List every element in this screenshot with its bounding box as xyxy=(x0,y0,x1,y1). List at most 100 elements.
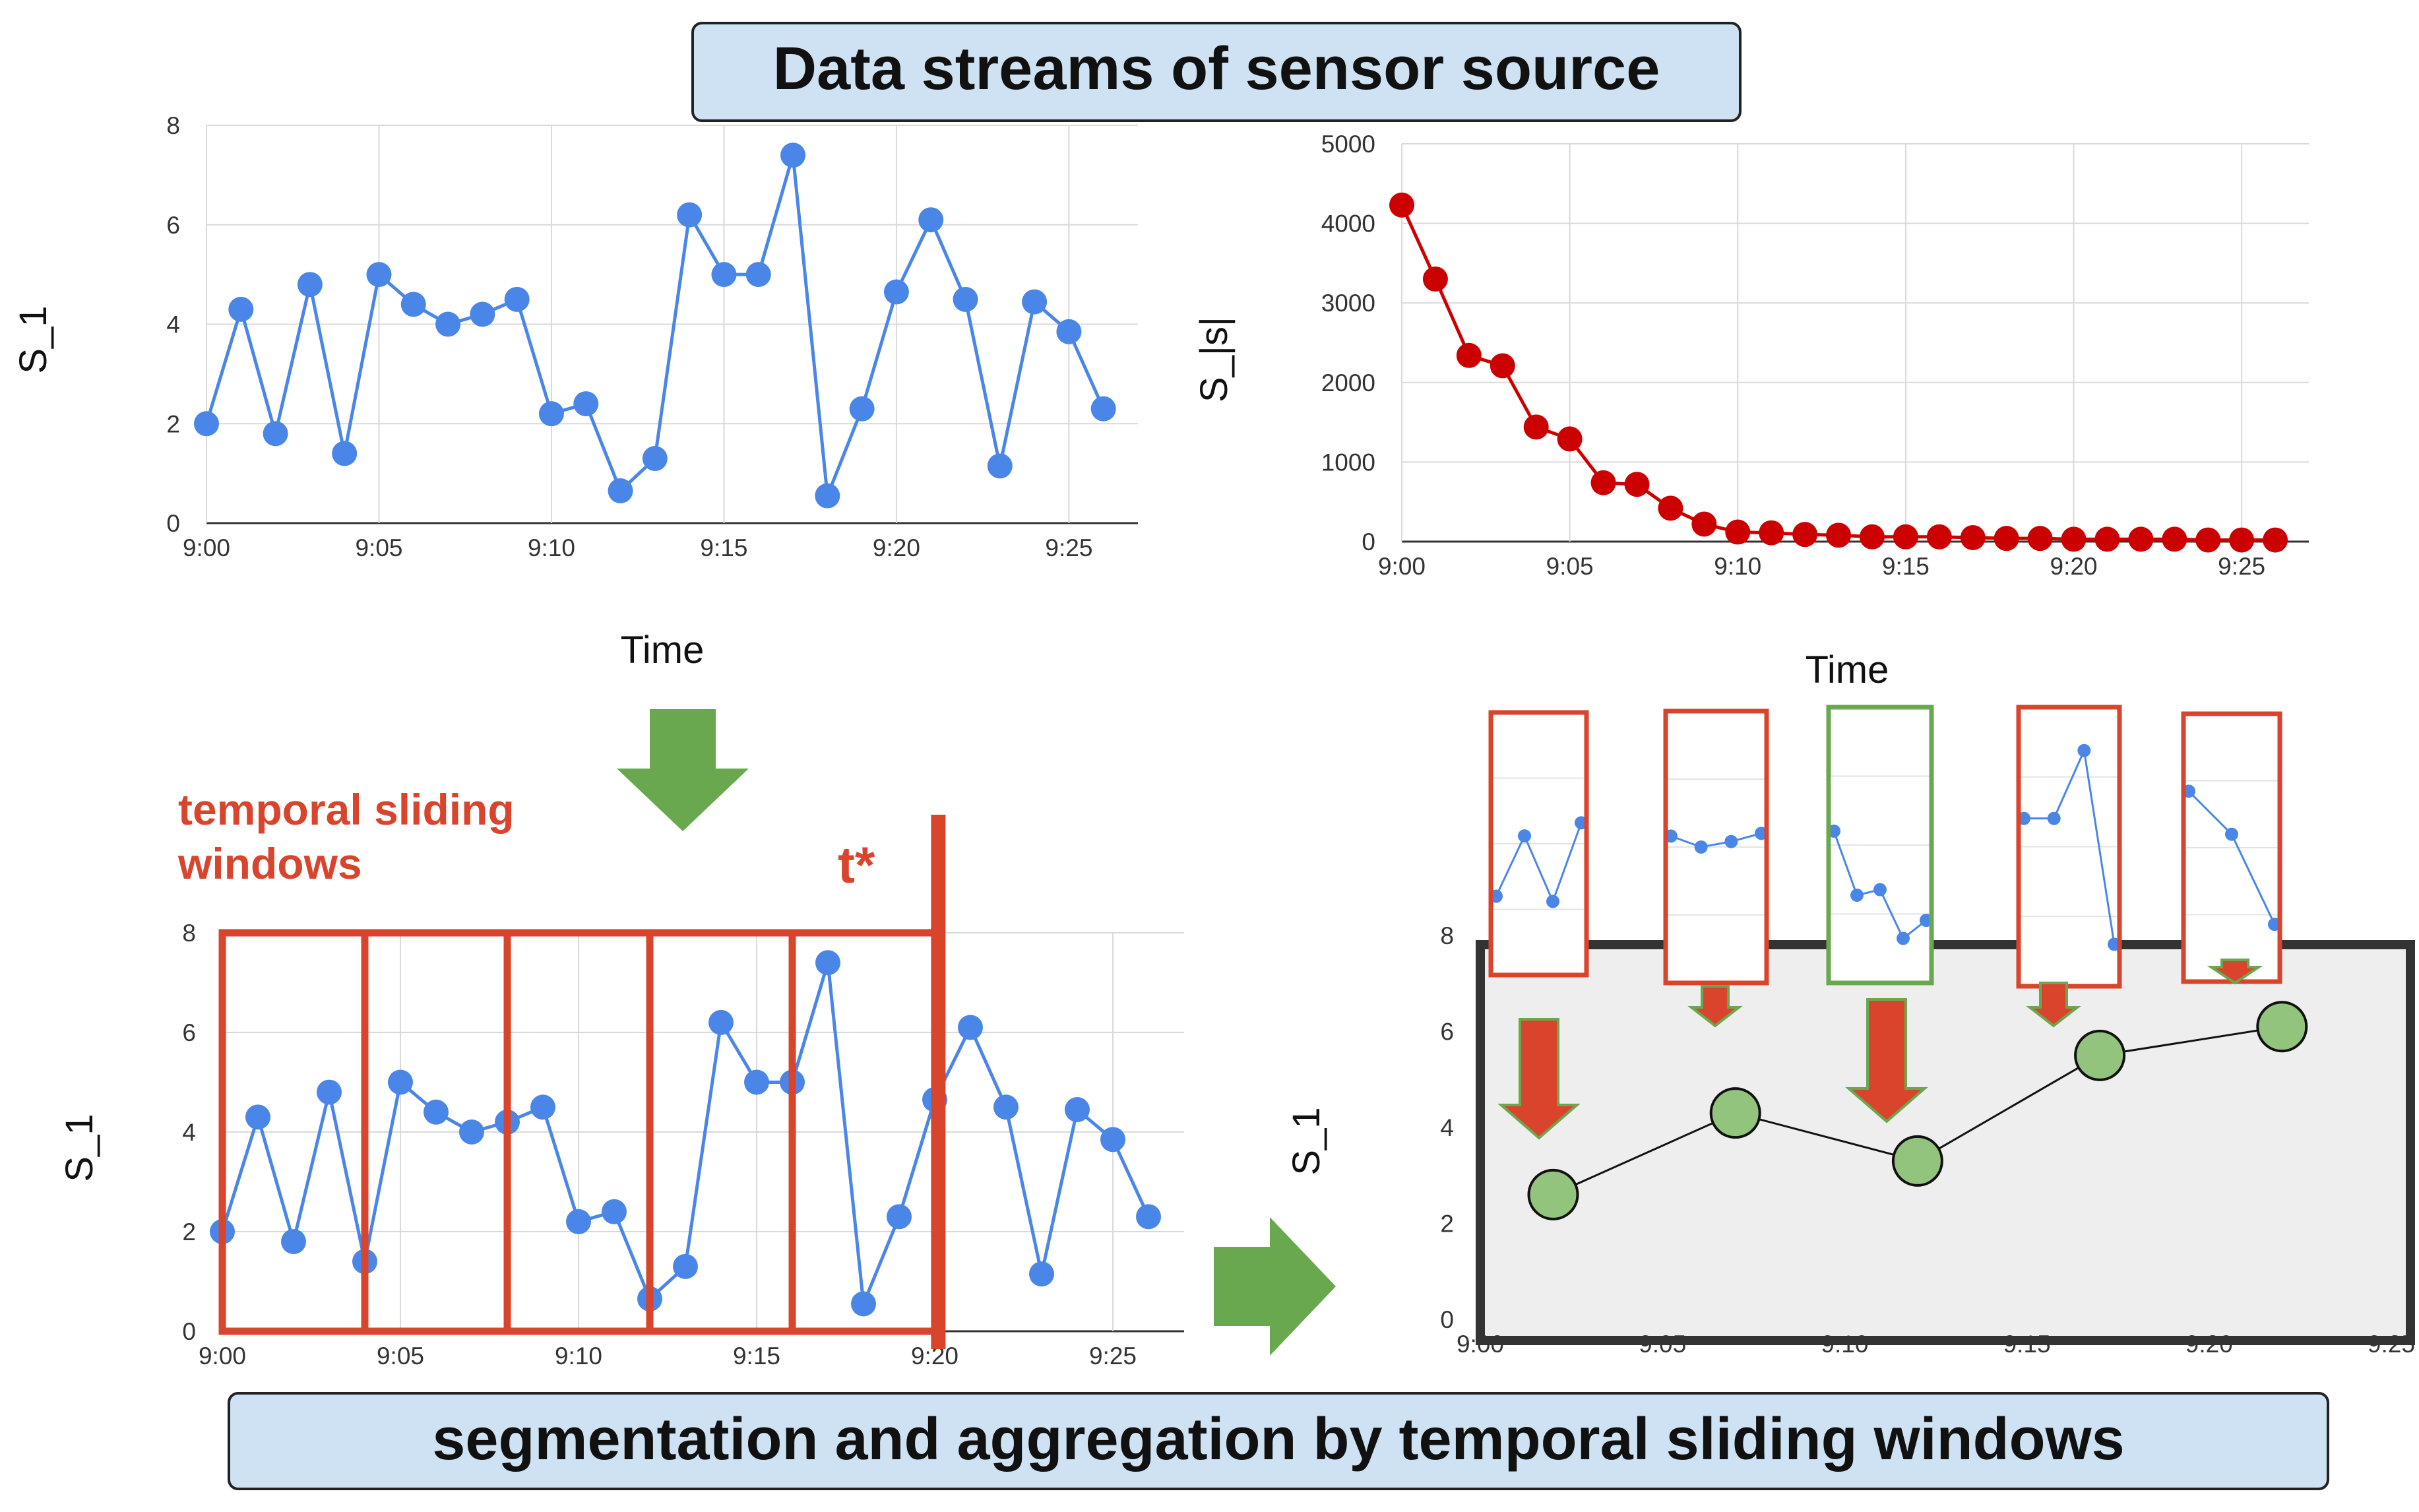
x-tick-label: 9:15 xyxy=(733,1342,780,1370)
data-point xyxy=(281,1229,306,1255)
data-point xyxy=(993,1094,1019,1120)
data-point xyxy=(459,1119,484,1145)
data-point xyxy=(297,272,323,298)
data-point xyxy=(1100,1127,1125,1152)
bottom-banner: segmentation and aggregation by temporal… xyxy=(228,1392,2329,1490)
y-axis-label: S_|s| xyxy=(1193,317,1236,402)
x-tick-label: 9:25 xyxy=(1089,1342,1137,1370)
window-thumbnail xyxy=(2016,705,2122,989)
y-tick-label: 2 xyxy=(182,1218,196,1245)
data-point xyxy=(1994,526,2019,551)
data-point xyxy=(566,1209,591,1234)
x-tick-label: 9:05 xyxy=(377,1342,424,1370)
thumbnail-frame xyxy=(2016,705,2122,989)
x-tick-label: 9:05 xyxy=(355,534,402,561)
data-point xyxy=(538,401,564,427)
data-point xyxy=(1557,426,1583,452)
x-tick-label: 9:15 xyxy=(2003,1331,2051,1358)
title-banner-text: Data streams of sensor source xyxy=(773,35,1660,102)
y-axis-label: S_1 xyxy=(58,1114,101,1181)
data-point xyxy=(470,301,495,327)
data-point xyxy=(602,1199,627,1224)
window-thumbnail xyxy=(1488,710,1589,978)
data-point xyxy=(2263,527,2288,553)
x-tick-label: 9:25 xyxy=(1045,534,1092,561)
data-point xyxy=(1389,192,1414,218)
chart-s-s-top: 0 1000 2000 3000 4000 5000 9:00 9:05 9:10 9:15 9:2… xyxy=(1193,131,2309,691)
data-point xyxy=(745,262,771,288)
x-axis-label: Time xyxy=(621,629,705,672)
x-tick-label: 9:20 xyxy=(873,534,920,561)
data-point xyxy=(573,391,599,417)
thumbnail-point xyxy=(1694,840,1708,854)
data-point xyxy=(815,950,840,976)
data-point xyxy=(424,1099,449,1125)
x-tick-label: 9:10 xyxy=(1714,553,1761,580)
y-tick-label: 5000 xyxy=(1321,131,1375,158)
aggregation-arrow xyxy=(1497,1018,1581,1140)
x-tick-label: 9:25 xyxy=(2218,553,2265,580)
data-point xyxy=(263,421,288,447)
data-point xyxy=(1022,289,1048,315)
y-tick-label: 6 xyxy=(166,212,180,239)
data-point xyxy=(849,396,875,422)
data-point xyxy=(317,1079,342,1105)
data-point xyxy=(883,279,909,305)
data-point xyxy=(2094,526,2120,552)
y-tick-label: 6 xyxy=(182,1019,196,1046)
y-tick-label: 0 xyxy=(1362,528,1375,555)
chart-s1-top: 0 2 4 6 8 9:00 9:05 9:10 9:15 9:20 9:25 S_1 Time xyxy=(12,112,1138,672)
bottom-banner-text: segmentation and aggregation by temporal… xyxy=(432,1406,2124,1472)
x-axis-label: Time xyxy=(1806,648,1889,691)
thumbnail-point xyxy=(2225,827,2238,841)
y-tick-label: 0 xyxy=(182,1318,196,1345)
aggregation-panel xyxy=(1476,940,2415,1345)
data-point xyxy=(1065,1097,1090,1123)
aggregated-point xyxy=(2074,1029,2126,1081)
aggregation-arrow xyxy=(2026,982,2081,1028)
y-tick-label: 0 xyxy=(166,510,180,537)
x-tick-label: 9:10 xyxy=(528,534,575,561)
sliding-windows-label-line2: windows xyxy=(177,839,362,888)
thumbnail-point xyxy=(2047,811,2061,825)
x-tick-label: 9:00 xyxy=(1457,1331,1504,1358)
data-point xyxy=(530,1094,555,1120)
data-point xyxy=(1624,472,1650,497)
data-point xyxy=(1590,470,1616,495)
data-point xyxy=(1658,495,1683,521)
data-point xyxy=(673,1253,698,1279)
arrow-right-green xyxy=(1214,1217,1336,1356)
y-tick-label: 4 xyxy=(166,311,180,338)
data-point xyxy=(366,262,392,288)
y-tick-label: 2 xyxy=(1440,1211,1454,1238)
thumbnail-line xyxy=(1670,832,1762,848)
data-point xyxy=(918,207,944,233)
data-point xyxy=(245,1104,270,1130)
title-banner: Data streams of sensor source xyxy=(691,22,1742,122)
data-point xyxy=(887,1204,912,1230)
data-point xyxy=(2061,526,2087,552)
aggregation-arrow xyxy=(1687,985,1743,1028)
window-thumbnail xyxy=(2181,711,2282,984)
data-point xyxy=(953,286,978,312)
data-point xyxy=(708,1009,734,1035)
y-tick-label: 8 xyxy=(166,112,180,139)
y-tick-label: 4 xyxy=(1440,1114,1454,1141)
window-thumbnail xyxy=(1663,709,1769,986)
data-point xyxy=(2195,527,2221,553)
arrow-down-green xyxy=(617,709,749,831)
y-tick-label: 0 xyxy=(1440,1306,1454,1333)
thumbnail-line xyxy=(2024,747,2116,945)
series-line xyxy=(1400,204,2276,542)
data-point xyxy=(677,202,703,228)
x-tick-label: 9:10 xyxy=(1821,1331,1868,1358)
thumbnail-point xyxy=(1850,889,1864,902)
x-tick-label: 9:00 xyxy=(1378,553,1426,580)
data-point xyxy=(1826,522,1852,548)
data-point xyxy=(2162,526,2187,552)
data-point xyxy=(1893,524,1918,550)
data-point xyxy=(642,446,668,472)
data-point xyxy=(1090,396,1116,422)
t-star-label: t* xyxy=(838,836,875,894)
